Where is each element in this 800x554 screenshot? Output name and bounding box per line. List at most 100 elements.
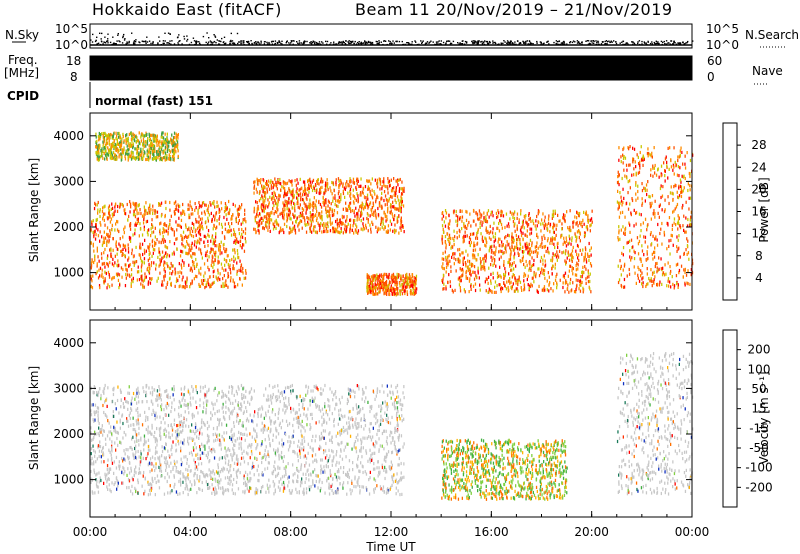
- data-cell: [234, 233, 237, 237]
- data-cell: [294, 209, 296, 213]
- noise-point: [290, 42, 292, 44]
- data-cell: [577, 244, 579, 249]
- data-cell: [442, 280, 444, 284]
- data-cell: [345, 225, 347, 229]
- data-cell: [522, 245, 524, 249]
- data-cell: [148, 208, 150, 212]
- data-cell: [101, 147, 103, 151]
- data-cell: [528, 268, 530, 272]
- data-cell: [219, 209, 221, 213]
- data-cell: [206, 225, 208, 229]
- data-cell: [169, 266, 171, 270]
- data-cell: [499, 283, 501, 287]
- data-cell: [345, 182, 347, 186]
- data-cell: [164, 229, 166, 233]
- noise-point: [272, 40, 274, 43]
- data-cell: [394, 190, 396, 194]
- data-cell: [469, 262, 471, 266]
- data-cell: [305, 208, 307, 212]
- data-cell: [356, 218, 358, 222]
- data-cell: [104, 150, 106, 154]
- data-cell: [398, 202, 400, 206]
- data-cell: [443, 220, 445, 224]
- data-cell: [164, 132, 166, 136]
- data-cell: [570, 242, 572, 246]
- noise-point: [668, 42, 670, 44]
- data-cell: [325, 186, 327, 190]
- data-cell: [188, 248, 190, 252]
- data-cell: [326, 185, 329, 189]
- data-cell: [211, 217, 213, 222]
- data-cell: [294, 231, 297, 235]
- data-cell: [152, 144, 155, 148]
- noise-point: [449, 43, 452, 45]
- data-cell: [394, 207, 396, 211]
- noise-point: [395, 40, 397, 43]
- data-cell: [272, 206, 274, 211]
- noise-point: [665, 40, 668, 42]
- data-cell: [308, 190, 310, 194]
- noise-point: [486, 40, 488, 43]
- data-cell: [332, 199, 334, 203]
- data-cell: [403, 284, 405, 289]
- data-cell: [492, 227, 494, 231]
- data-cell: [457, 219, 459, 223]
- data-cell: [387, 287, 390, 291]
- data-cell: [447, 280, 449, 284]
- noise-point: [378, 41, 380, 44]
- data-cell: [124, 208, 126, 212]
- data-cell: [226, 207, 228, 211]
- data-cell: [552, 230, 555, 234]
- data-cell: [158, 250, 161, 254]
- noise-point: [571, 41, 574, 44]
- data-cell: [141, 132, 143, 136]
- noise-point: [526, 40, 528, 42]
- data-cell: [554, 278, 557, 282]
- data-cell: [115, 222, 117, 226]
- data-cell: [253, 207, 256, 211]
- data-cell: [587, 254, 589, 258]
- data-cell: [582, 288, 585, 292]
- data-cell: [476, 212, 479, 216]
- data-cell: [140, 276, 142, 281]
- data-cell: [101, 262, 103, 266]
- data-cell: [104, 265, 106, 269]
- data-cell: [181, 237, 183, 241]
- data-cell: [158, 154, 161, 158]
- data-cell: [128, 256, 130, 260]
- data-cell: [473, 241, 475, 245]
- data-cell: [230, 271, 232, 275]
- data-cell: [264, 191, 266, 195]
- data-cell: [570, 252, 573, 256]
- data-cell: [107, 216, 110, 220]
- noise-point: [489, 42, 491, 44]
- data-cell: [530, 227, 533, 231]
- data-cell: [377, 287, 379, 291]
- data-cell: [206, 208, 208, 212]
- data-cell: [214, 258, 216, 262]
- noise-point: [231, 40, 234, 42]
- data-cell: [584, 212, 587, 216]
- data-cell: [234, 204, 236, 208]
- data-cell: [360, 219, 362, 223]
- data-cell: [108, 235, 110, 239]
- data-cell: [311, 230, 313, 234]
- data-cell: [342, 182, 344, 186]
- noise-point: [609, 41, 611, 44]
- data-cell: [400, 223, 402, 227]
- data-cell: [391, 287, 394, 291]
- data-cell: [254, 219, 256, 223]
- data-cell: [135, 140, 138, 144]
- data-cell: [269, 180, 271, 185]
- data-cell: [119, 244, 121, 248]
- data-cell: [379, 182, 382, 186]
- data-cell: [367, 187, 369, 191]
- data-cell: [579, 275, 582, 279]
- data-cell: [178, 204, 180, 209]
- noise-point: [376, 41, 378, 43]
- noise-point: [581, 41, 583, 44]
- data-cell: [202, 201, 205, 205]
- data-cell: [323, 199, 325, 203]
- data-cell: [265, 223, 267, 227]
- noise-point: [411, 41, 413, 43]
